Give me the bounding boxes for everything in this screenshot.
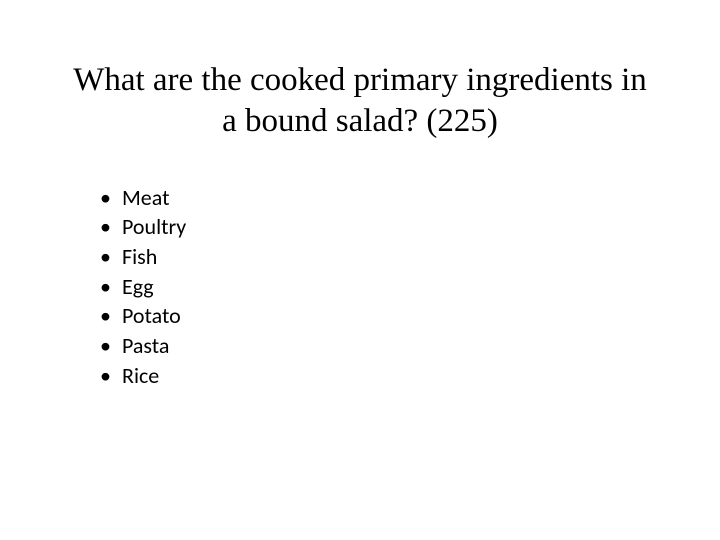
list-item: Rice [100, 361, 650, 391]
list-item: Pasta [100, 331, 650, 361]
list-item: Potato [100, 301, 650, 331]
list-item: Meat [100, 183, 650, 213]
slide-container: What are the cooked primary ingredients … [0, 0, 720, 540]
list-item: Egg [100, 272, 650, 302]
list-item: Fish [100, 242, 650, 272]
list-item: Poultry [100, 212, 650, 242]
slide-title: What are the cooked primary ingredients … [70, 60, 650, 143]
bullet-list: Meat Poultry Fish Egg Potato Pasta Rice [70, 183, 650, 391]
